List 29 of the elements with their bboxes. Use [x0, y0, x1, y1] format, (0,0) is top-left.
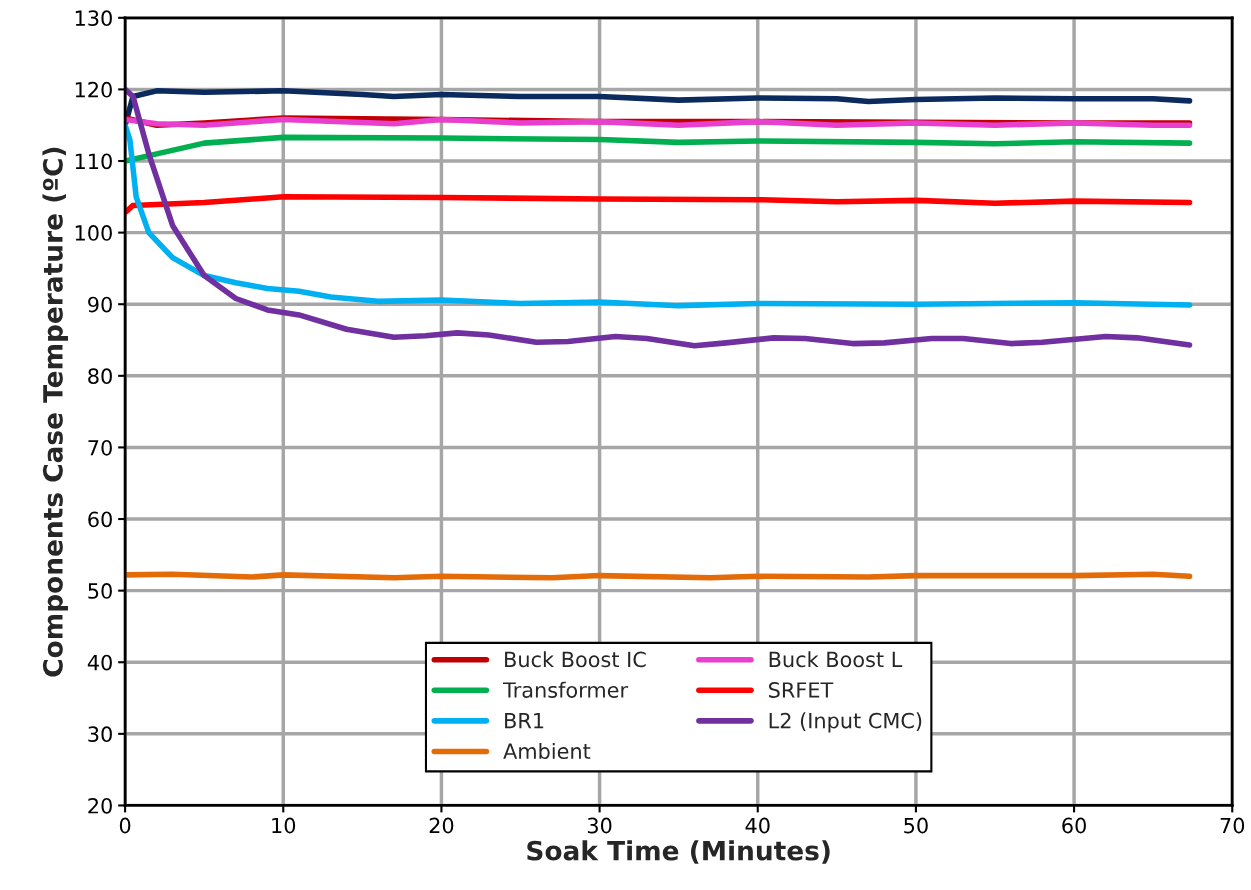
y-tick-label: 60: [88, 511, 112, 528]
y-tick-label: 70: [88, 439, 112, 456]
y-tick-label: 20: [88, 797, 112, 814]
legend-label: Buck Boost IC: [505, 651, 646, 668]
y-tick-label: 90: [88, 296, 112, 313]
legend-label: L2 (Input CMC): [769, 712, 922, 733]
y-tick-label: 120: [75, 81, 112, 98]
legend-label: Buck Boost L: [769, 651, 903, 668]
x-tick-label: 30: [587, 817, 612, 834]
y-tick-label: 130: [75, 10, 112, 27]
x-tick-label: 20: [429, 817, 454, 834]
y-axis-title: Components Case Temperature (ºC): [42, 147, 68, 677]
x-tick-label: 10: [272, 817, 296, 834]
y-tick-label: 110: [75, 153, 112, 170]
y-tick-label: 100: [75, 225, 112, 241]
x-tick-label: 50: [904, 817, 928, 834]
x-axis-title: Soak Time (Minutes): [527, 840, 830, 864]
x-tick-label: 0: [119, 817, 131, 834]
y-tick-label: 50: [88, 583, 112, 599]
legend-label: Ambient: [503, 742, 591, 760]
legend-label: SRFET: [769, 682, 834, 698]
legend-label: Transformer: [503, 681, 629, 698]
x-tick-label: 60: [1062, 817, 1086, 834]
y-tick-label: 40: [87, 654, 112, 671]
x-tick-label: 40: [745, 817, 770, 834]
y-tick-label: 80: [88, 368, 112, 385]
y-tick-label: 30: [88, 726, 112, 743]
legend-label: BR1: [505, 712, 544, 729]
x-tick-label: 70: [1220, 817, 1245, 834]
